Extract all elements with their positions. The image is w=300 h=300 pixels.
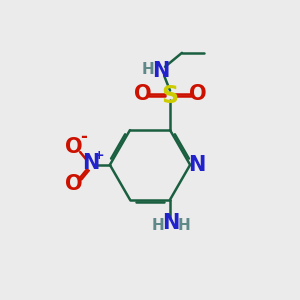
Text: H: H bbox=[151, 218, 164, 233]
Text: H: H bbox=[178, 218, 191, 233]
Text: +: + bbox=[94, 149, 104, 162]
Text: S: S bbox=[161, 84, 178, 108]
Text: O: O bbox=[134, 84, 152, 104]
Text: O: O bbox=[189, 84, 206, 104]
Text: O: O bbox=[65, 174, 83, 194]
Text: N: N bbox=[188, 155, 206, 175]
Text: H: H bbox=[142, 62, 155, 77]
Text: -: - bbox=[81, 128, 88, 146]
Text: N: N bbox=[152, 61, 170, 81]
Text: N: N bbox=[162, 213, 179, 233]
Text: O: O bbox=[65, 137, 83, 157]
Text: N: N bbox=[82, 153, 99, 173]
